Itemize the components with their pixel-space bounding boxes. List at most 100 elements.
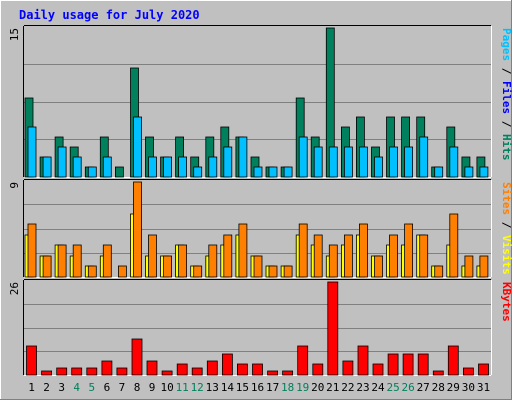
bar-sites-day-29 [449, 213, 459, 278]
bar-files-day-13 [208, 156, 218, 178]
bar-files-day-22 [343, 146, 353, 178]
bar-kbytes-day-15 [236, 363, 248, 376]
bar-sites-day-12 [193, 265, 203, 278]
bar-sites-day-18 [283, 265, 293, 278]
x-tick-label-day-26: 26 [401, 381, 414, 394]
bar-files-day-16 [253, 166, 263, 178]
x-tick-label-day-5: 5 [88, 381, 95, 394]
bar-sites-day-9 [148, 234, 157, 278]
x-tick-label-day-24: 24 [371, 381, 385, 394]
bar-kbytes-day-29 [447, 345, 459, 376]
x-tick-label-day-31: 31 [477, 381, 490, 394]
x-tick-label-day-15: 15 [236, 381, 249, 394]
bar-kbytes-day-18 [282, 370, 294, 376]
panel-max-label: 15 [8, 28, 21, 41]
panel-2: 9 Sites / Visits [8, 179, 512, 278]
x-tick-label-day-14: 14 [221, 381, 235, 394]
x-tick-label-day-11: 11 [176, 381, 189, 394]
chart-title: Daily usage for July 2020 [19, 8, 200, 22]
bar-kbytes-day-6 [101, 360, 113, 376]
x-tick-label-day-17: 17 [266, 381, 279, 394]
x-tick-label-day-4: 4 [73, 381, 80, 394]
bar-kbytes-day-28 [432, 370, 444, 376]
bar-files-day-1 [27, 126, 37, 178]
bar-sites-day-28 [434, 265, 444, 278]
bar-kbytes-day-19 [297, 345, 309, 376]
x-tick-label-day-28: 28 [432, 381, 445, 394]
panel-series-label-part: Visits [500, 235, 512, 275]
bar-sites-day-21 [328, 244, 338, 278]
bar-sites-day-10 [163, 255, 173, 278]
bar-files-day-9 [148, 156, 157, 178]
panel-series-label-part: Pages [500, 28, 512, 61]
bar-sites-day-19 [298, 223, 308, 278]
panel-3: 26 KBytes [8, 279, 512, 376]
bar-kbytes-day-30 [462, 367, 474, 376]
bar-sites-day-7 [118, 265, 127, 278]
bar-files-day-10 [163, 156, 173, 178]
bar-hits-day-7 [115, 166, 124, 178]
bar-kbytes-day-16 [252, 363, 263, 376]
bar-files-day-20 [313, 146, 323, 178]
bar-files-day-14 [223, 146, 233, 178]
bar-sites-day-30 [464, 255, 474, 278]
panel-series-label: KBytes [500, 282, 512, 322]
bar-files-day-30 [464, 166, 474, 178]
bar-kbytes-day-22 [342, 360, 354, 376]
bar-sites-day-5 [87, 265, 97, 278]
panel-series-label-part: KBytes [500, 282, 512, 322]
bar-sites-day-31 [479, 255, 489, 278]
panel-series-label-part: Files [500, 81, 512, 114]
bar-files-day-19 [298, 136, 308, 178]
bar-kbytes-day-20 [312, 363, 324, 376]
x-tick-label-day-22: 22 [341, 381, 354, 394]
bar-kbytes-day-7 [116, 367, 128, 376]
bar-kbytes-day-5 [86, 367, 98, 376]
panel-series-label-part: / [500, 215, 512, 235]
bar-sites-day-20 [313, 234, 323, 278]
x-tick-label-day-16: 16 [251, 381, 264, 394]
x-tick-label-day-27: 27 [417, 381, 430, 394]
bar-sites-day-4 [72, 244, 82, 278]
bar-sites-day-26 [404, 223, 414, 278]
bar-sites-day-2 [42, 255, 52, 278]
bar-files-day-3 [57, 146, 67, 178]
bar-kbytes-day-25 [387, 353, 399, 376]
bar-sites-day-16 [253, 255, 263, 278]
x-tick-label-day-8: 8 [134, 381, 141, 394]
bar-sites-day-22 [343, 234, 353, 278]
x-tick-label-day-30: 30 [462, 381, 475, 394]
panel-series-label: Pages / Files / Hits [500, 28, 512, 161]
x-tick-label-day-18: 18 [281, 381, 294, 394]
bar-kbytes-day-9 [146, 360, 158, 376]
bar-sites-day-8 [133, 181, 142, 278]
bar-kbytes-day-14 [221, 353, 233, 376]
x-tick-label-day-9: 9 [149, 381, 156, 394]
bar-kbytes-day-2 [41, 370, 52, 376]
x-tick-label-day-29: 29 [447, 381, 460, 394]
bar-kbytes-day-12 [191, 367, 203, 376]
bar-sites-day-15 [238, 223, 248, 278]
bar-files-day-31 [479, 166, 489, 178]
bar-sites-day-27 [419, 234, 429, 278]
bar-files-day-15 [238, 136, 248, 178]
bar-kbytes-day-17 [267, 370, 279, 376]
panel-series-label-part: Hits [500, 134, 512, 161]
bar-kbytes-day-27 [417, 353, 429, 376]
bar-kbytes-day-1 [26, 345, 37, 376]
bar-sites-day-11 [178, 244, 188, 278]
panel-max-label: 9 [8, 182, 21, 189]
panel-max-label: 26 [8, 282, 21, 295]
chart-panels: 15 Pages / Files / Hits 9 Sites / Visits 26 K… [8, 25, 512, 376]
x-tick-label-day-13: 13 [206, 381, 219, 394]
bar-kbytes-day-10 [161, 370, 173, 376]
bar-sites-day-13 [208, 244, 218, 278]
panel-series-label-part: / [500, 61, 512, 81]
x-tick-label-day-21: 21 [326, 381, 339, 394]
bar-kbytes-day-26 [402, 353, 414, 376]
bar-files-day-29 [449, 146, 459, 178]
panel-series-label-part: / [500, 114, 512, 134]
bar-kbytes-day-31 [478, 363, 489, 376]
bar-kbytes-day-11 [176, 363, 188, 376]
